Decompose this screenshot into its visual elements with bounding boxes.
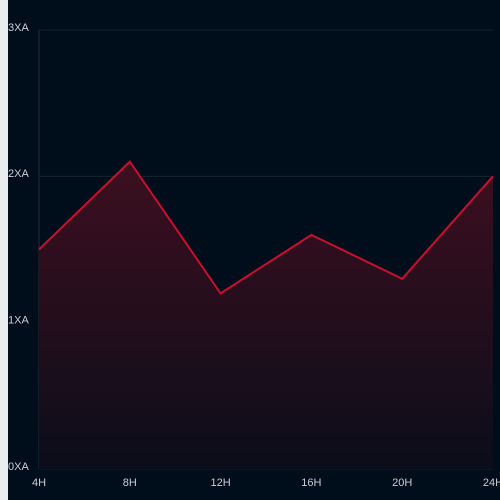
y-tick-label: 3XA	[8, 22, 29, 34]
x-tick-label: 8H	[123, 477, 137, 489]
x-tick-label: 4H	[32, 477, 46, 489]
y-tick-label: 2XA	[8, 168, 29, 180]
x-tick-label: 16H	[301, 477, 321, 489]
y-tick-label: 1XA	[8, 315, 29, 327]
x-tick-label: 20H	[392, 477, 412, 489]
area-fill	[39, 161, 493, 469]
x-tick-label: 12H	[211, 477, 231, 489]
x-tick-label: 24H	[483, 477, 500, 489]
area-line	[38, 160, 494, 295]
y-tick-label: 0XA	[8, 461, 29, 473]
side-strip	[0, 0, 8, 500]
